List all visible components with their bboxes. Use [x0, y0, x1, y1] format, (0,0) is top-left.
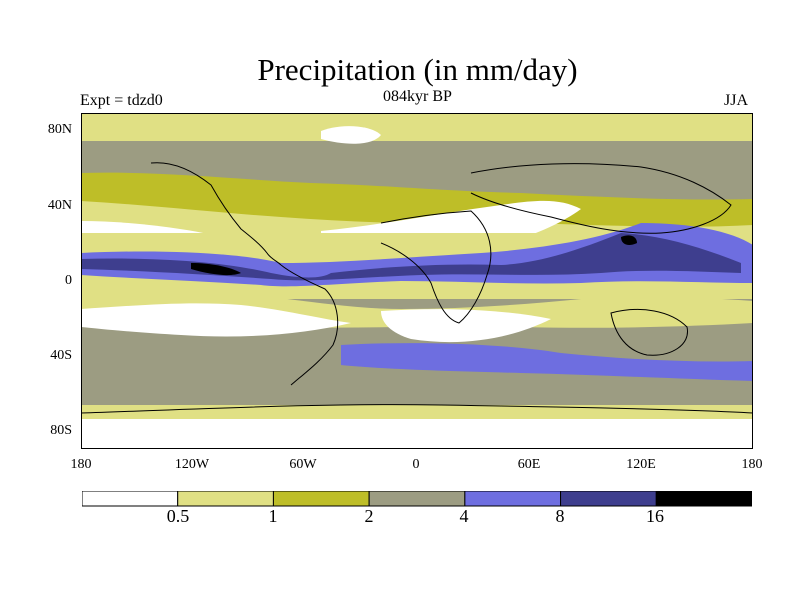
colorbar-swatch [82, 491, 179, 507]
map-region-warmpool-peak [621, 235, 637, 245]
colorbar-tick-label: 4 [459, 506, 469, 526]
coastline-south-america [280, 264, 339, 386]
colorbar-swatch [560, 491, 657, 507]
x-tick-label: 120W [174, 457, 210, 472]
colorbar-tick-label: 0.5 [166, 506, 190, 526]
figure-title: Precipitation (in mm/day) [257, 52, 578, 87]
colorbar-tick-label: 8 [555, 506, 565, 526]
x-tick-label: 60W [289, 457, 317, 472]
map-region-itcz-peak [191, 263, 241, 276]
x-tick-label: 120E [626, 457, 656, 472]
map-region-arctic [81, 113, 753, 141]
colorbar-swatch [368, 491, 466, 507]
map-region-antarctic [81, 419, 753, 449]
colorbar-swatch [655, 491, 752, 507]
y-tick-label: 80S [50, 423, 72, 438]
x-tick-label: 180 [741, 457, 763, 472]
y-tick-label: 0 [65, 273, 72, 288]
colorbar-tick-label: 1 [268, 506, 278, 526]
colorbar-tick-label: 2 [364, 506, 374, 526]
y-tick-label: 40S [50, 348, 72, 363]
season-label: JJA [724, 92, 749, 109]
experiment-label: Expt = tdzd0 [80, 92, 163, 109]
colorbar [82, 491, 752, 507]
coastline-antarctica [81, 404, 753, 414]
coastline-north-america [150, 162, 282, 266]
x-tick-label: 180 [70, 457, 92, 472]
map-region-southern-storm-track [341, 343, 753, 381]
coastline-eurasia [470, 163, 732, 234]
precipitation-map [81, 113, 753, 449]
colorbar-tick-label: 16 [646, 506, 664, 526]
map-frame [81, 113, 753, 449]
map-region-south-pacific-dry [81, 303, 351, 337]
colorbar-swatch [177, 491, 274, 507]
x-tick-label: 0 [412, 457, 420, 472]
coastline-africa [380, 210, 492, 324]
y-tick-label: 40N [47, 198, 72, 213]
coastlines [81, 162, 753, 414]
map-region-arctic-dry [321, 126, 381, 144]
map-region-south-atlantic-dry [381, 309, 551, 343]
map-region-subantarctic [81, 405, 753, 419]
time-label: 084kyr BP [383, 88, 452, 105]
x-tick-label: 60E [517, 457, 541, 472]
coastline-australia [610, 308, 688, 356]
y-tick-label: 80N [47, 122, 72, 137]
colorbar-swatch [464, 491, 562, 507]
map-region-itcz-core [81, 233, 741, 281]
colorbar-swatch [272, 491, 370, 507]
